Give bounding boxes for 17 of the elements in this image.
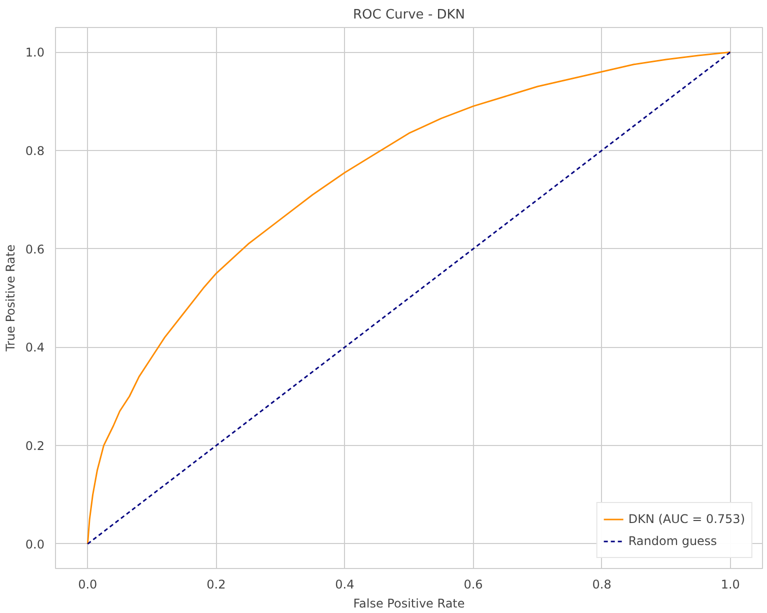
chart-title: ROC Curve - DKN [352, 8, 466, 22]
x-tick-label: 1.0 [720, 578, 740, 592]
y-axis-title: True Positive Rate [3, 244, 18, 352]
x-tick-label: 0.6 [464, 578, 483, 592]
y-tick-label: 0.2 [25, 439, 45, 454]
y-tick-label: 1.0 [25, 46, 45, 60]
x-tick-label: 0.0 [78, 578, 98, 592]
y-tick-label: 0.0 [25, 537, 45, 552]
y-tick-label: 0.8 [25, 144, 45, 158]
x-tick-label: 0.4 [335, 578, 354, 592]
y-tick-label: 0.4 [25, 340, 45, 355]
legend-label: Random guess [628, 534, 717, 548]
x-tick-label: 0.8 [592, 578, 612, 592]
y-tick-label: 0.6 [25, 242, 45, 256]
x-tick-label: 0.2 [206, 578, 226, 592]
x-axis-title: False Positive Rate [353, 596, 465, 610]
legend-label: DKN (AUC = 0.753) [628, 512, 745, 526]
